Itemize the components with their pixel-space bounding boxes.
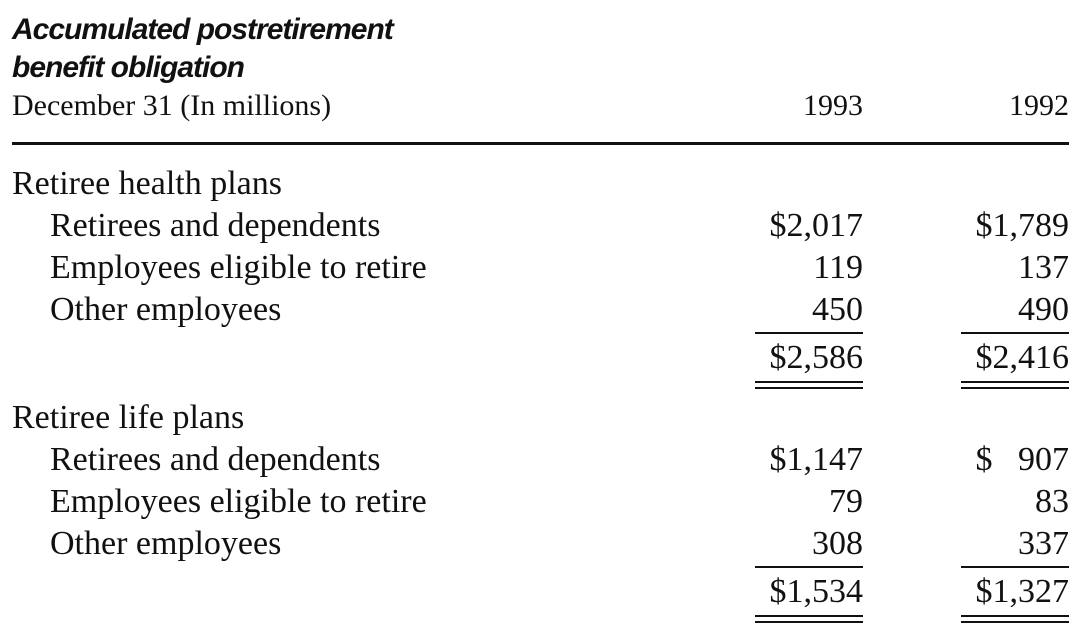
- table-title-line-2: benefit obligation: [12, 51, 245, 84]
- total-double-rule: [961, 387, 1069, 389]
- table-title-line-1: Accumulated postretirement: [12, 13, 394, 46]
- row-label: Employees eligible to retire: [50, 483, 427, 520]
- total-double-rule: [755, 615, 863, 617]
- total-double-rule: [755, 621, 863, 623]
- subtotal-rule: [755, 332, 863, 334]
- total-double-rule: [755, 381, 863, 383]
- total-double-rule: [755, 387, 863, 389]
- section-heading-health: Retiree health plans: [12, 165, 283, 202]
- cell-value: 83: [1035, 483, 1069, 520]
- subtotal-rule: [755, 566, 863, 568]
- cell-value: $ 907: [975, 441, 1070, 478]
- header-rule: [12, 142, 1069, 145]
- total-value: $1,327: [975, 573, 1070, 610]
- total-double-rule: [961, 615, 1069, 617]
- row-label: Other employees: [50, 525, 282, 562]
- cell-value: $1,147: [769, 441, 864, 478]
- cell-value: 337: [1018, 525, 1069, 562]
- row-label: Retirees and dependents: [50, 207, 381, 244]
- cell-value: $2,017: [769, 207, 864, 244]
- total-double-rule: [961, 621, 1069, 623]
- row-label: Retirees and dependents: [50, 441, 381, 478]
- cell-value: 450: [812, 291, 863, 328]
- row-label: Other employees: [50, 291, 282, 328]
- column-header-label: December 31 (In millions): [12, 89, 332, 122]
- column-header-1993: 1993: [803, 89, 863, 122]
- total-value: $2,416: [975, 339, 1070, 376]
- cell-value: $1,789: [975, 207, 1070, 244]
- section-heading-life: Retiree life plans: [12, 399, 245, 436]
- row-label: Employees eligible to retire: [50, 249, 427, 286]
- cell-value: 137: [1018, 249, 1069, 286]
- cell-value: 119: [813, 249, 863, 286]
- cell-value: 490: [1018, 291, 1069, 328]
- cell-value: 79: [829, 483, 863, 520]
- total-value: $1,534: [769, 573, 864, 610]
- total-value: $2,586: [769, 339, 864, 376]
- total-double-rule: [961, 381, 1069, 383]
- subtotal-rule: [961, 566, 1069, 568]
- column-header-1992: 1992: [1009, 89, 1069, 122]
- cell-value: 308: [812, 525, 863, 562]
- subtotal-rule: [961, 332, 1069, 334]
